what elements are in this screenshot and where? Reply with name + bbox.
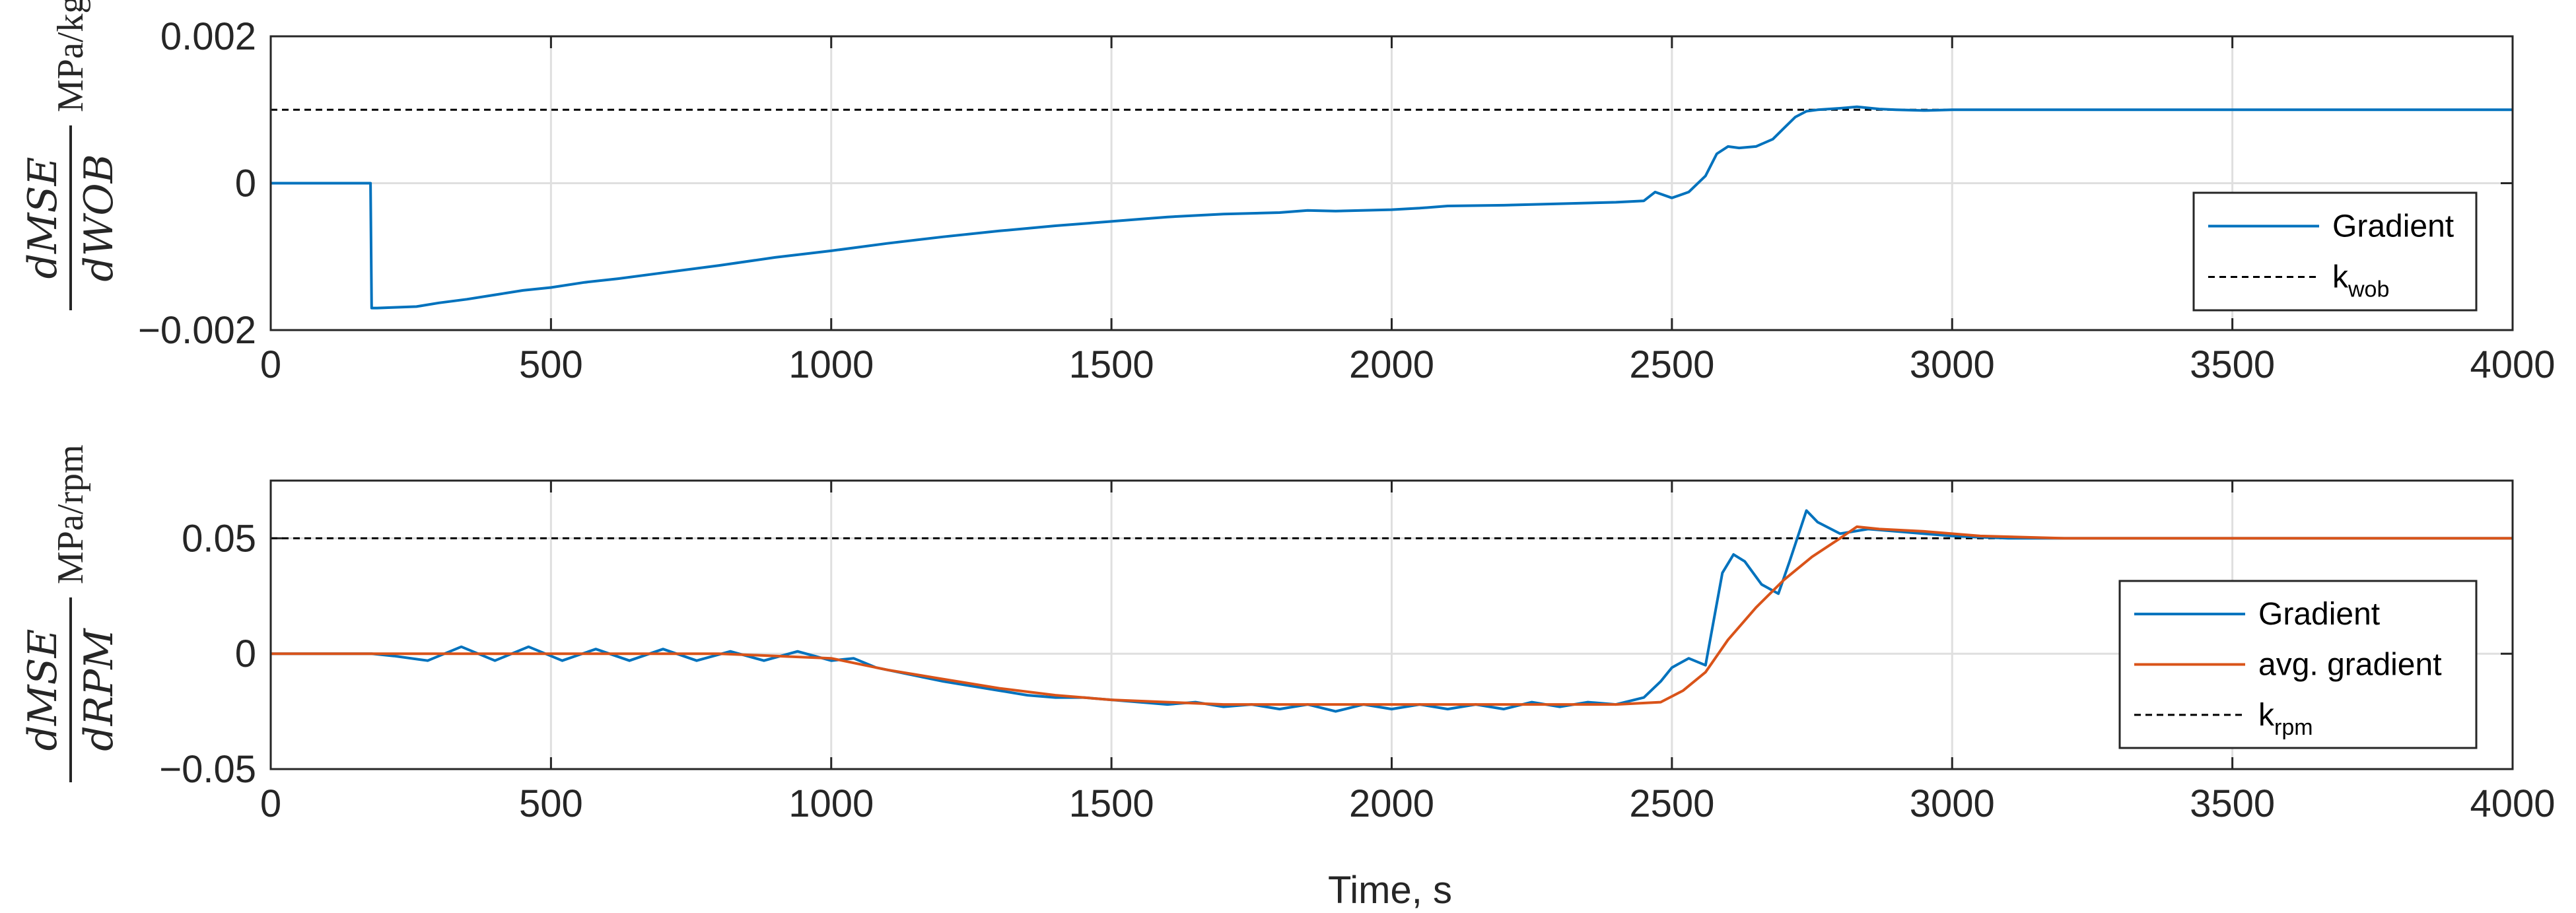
- y-tick-label: 0: [235, 162, 256, 205]
- bottom-ylabel-denominator: dRPM: [76, 628, 122, 751]
- bottom-ylabel-unit: MPa/rpm: [50, 444, 91, 584]
- bottom-xlabel: Time, s: [1328, 869, 1452, 912]
- x-tick-label: 1000: [788, 782, 874, 825]
- legend-entry: avg. gradient: [2258, 648, 2442, 683]
- x-tick-label: 1500: [1069, 782, 1154, 825]
- legend-entry-subscript: rpm: [2274, 715, 2313, 740]
- x-tick-label: 2500: [1629, 782, 1714, 825]
- y-tick-label: −0.05: [159, 748, 256, 791]
- legend-entry: Gradient: [2258, 597, 2380, 632]
- bottom-ylabel-numerator: dMSE: [20, 629, 66, 751]
- series-line-gradient: [271, 105, 2513, 310]
- y-tick-label: 0.05: [182, 517, 256, 560]
- legend-box: [2192, 191, 2478, 312]
- series-line-avg-gradient: [271, 525, 2513, 706]
- series-line-gradient: [271, 509, 2513, 713]
- top-ylabel-denominator: dWOB: [76, 154, 122, 281]
- top-ylabel-numerator: dMSE: [20, 157, 66, 279]
- axes-frame: [269, 35, 2514, 331]
- x-tick-label: 3000: [1910, 343, 1995, 386]
- top-ylabel: dMSE dWOB MPa/kg: [20, 0, 122, 310]
- x-tick-label: 0: [260, 343, 281, 386]
- x-tick-label: 3500: [2190, 343, 2275, 386]
- axes-bottom: 0 500 1000 1500 2000 2500 3000 3500 4000−0.0500.…: [159, 479, 2556, 825]
- x-tick-label: 2000: [1349, 343, 1434, 386]
- y-tick-label: −0.002: [138, 309, 256, 352]
- x-tick-label: 1000: [788, 343, 874, 386]
- x-tick-label: 4000: [2470, 343, 2555, 386]
- axes-frame: [269, 479, 2514, 770]
- y-tick-label: 0.002: [160, 15, 256, 58]
- legend-entry: Gradient: [2332, 209, 2454, 244]
- x-tick-label: 2000: [1349, 782, 1434, 825]
- x-tick-label: 1500: [1069, 343, 1154, 386]
- x-tick-label: 3500: [2190, 782, 2275, 825]
- x-tick-label: 2500: [1629, 343, 1714, 386]
- y-tick-label: 0: [235, 632, 256, 675]
- x-tick-label: 3000: [1910, 782, 1995, 825]
- axes-top: 0 500 1000 1500 2000 2500 3000 3500 4000−0.00200…: [138, 15, 2556, 386]
- bottom-ylabel: dMSE dRPM MPa/rpm: [20, 444, 122, 782]
- x-tick-label: 0: [260, 782, 281, 825]
- x-tick-label: 500: [519, 343, 583, 386]
- x-tick-label: 500: [519, 782, 583, 825]
- top-ylabel-unit: MPa/kg: [50, 0, 91, 112]
- legend-entry-subscript: wob: [2348, 277, 2389, 302]
- x-tick-label: 4000: [2470, 782, 2555, 825]
